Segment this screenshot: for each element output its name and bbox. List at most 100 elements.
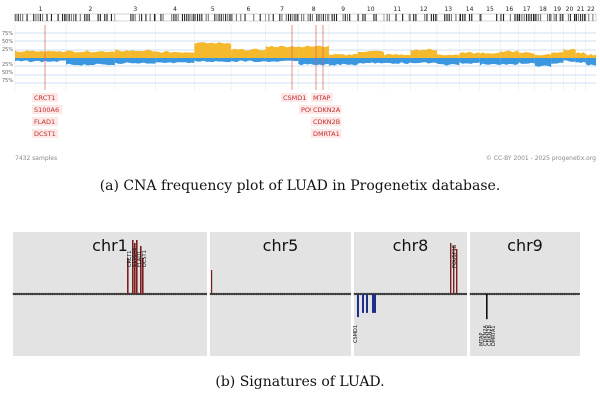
loss-area-chr6 [231, 58, 266, 63]
ideogram-band [309, 14, 311, 21]
ideogram-band [50, 14, 53, 21]
ideogram-band [311, 14, 313, 21]
gene-tag-dcst1: DCST1 [34, 130, 56, 138]
ideogram-band [171, 14, 173, 21]
ideogram-band [413, 14, 415, 21]
ideogram-band [26, 14, 28, 21]
ideogram-band [362, 14, 364, 21]
ideogram-band [459, 14, 461, 21]
ideogram-band [227, 14, 229, 21]
loss-area-chr3 [114, 58, 156, 64]
gain-area-chr21 [575, 52, 586, 58]
ideogram-band [573, 14, 576, 21]
chromosome-label-3: 3 [133, 6, 137, 13]
chr9-loss-bar [486, 294, 488, 320]
signatures-plot: chr1 chr5 chr8 chr9 CRCT1 S100A6 FLAD1 DCST1 PO… [12, 232, 580, 356]
ideogram-band [130, 14, 132, 21]
ideogram-band [322, 14, 324, 21]
ideogram-band [162, 14, 164, 21]
ideogram-band [523, 14, 525, 21]
gain-area-series [15, 42, 596, 58]
ideogram-band [145, 14, 147, 21]
ideogram-band [220, 14, 222, 21]
ideogram-band [190, 14, 192, 21]
ideogram-band [592, 14, 594, 21]
gene-tag-s100a6: S100A6 [34, 106, 59, 114]
chromosome-label-7: 7 [280, 6, 284, 13]
ideogram-band [546, 14, 549, 21]
ideogram-band [84, 14, 86, 21]
ideogram-band [402, 14, 404, 21]
ideogram-band [279, 14, 281, 21]
loss-area-chr16 [500, 58, 519, 66]
ideogram-band [225, 14, 227, 21]
gene-tag-cdkn2b: CDKN2B [313, 118, 340, 126]
gain-area-chr12 [410, 48, 437, 58]
signature-label-mtap: MTAP [479, 333, 485, 346]
ideogram-band [580, 14, 582, 21]
ideogram-band [68, 14, 70, 21]
ideogram-band [110, 14, 113, 21]
cna-frequency-plot: 1 2 3 4 5 6 7 8 9 10 11 12 13 14 15 16 17 18 19 20 21 22 75%5… [0, 0, 600, 170]
chr8-gain-bar [453, 246, 455, 294]
ideogram-band [521, 14, 523, 21]
ideogram-band [229, 14, 231, 21]
ideogram-band [134, 14, 136, 21]
signature-gene-labels: CRCT1 S100A6 FLAD1 DCST1 POU5F1B CSMD1 MTAPCDK… [127, 244, 497, 346]
ideogram-band [415, 14, 417, 21]
ideogram-band [88, 14, 90, 21]
ideogram-band [576, 14, 578, 21]
ideogram-band [553, 14, 555, 21]
gene-tag-bg [32, 105, 63, 114]
ideogram-band [192, 14, 194, 21]
ideogram-band [300, 14, 303, 21]
signature-label-dmrta1: DMRTA1 [491, 325, 497, 346]
ideogram-band [424, 14, 426, 21]
ideogram-band [559, 14, 561, 21]
ideogram-band [290, 14, 292, 21]
gain-area-chr6 [231, 48, 266, 58]
ideogram-band [281, 14, 283, 21]
percent-label: 75% [2, 78, 13, 84]
ideogram-band [218, 14, 220, 21]
ideogram-band [373, 14, 375, 21]
ideogram-band [450, 14, 453, 21]
percent-axis-labels: 75% 50% 25% 25% 50% 75% [2, 31, 13, 84]
ideogram-band [408, 14, 410, 21]
loss-area-chr4 [155, 58, 195, 64]
ideogram-band [268, 14, 270, 21]
ideogram-band [567, 14, 569, 21]
gain-area-chr22 [585, 53, 596, 58]
ideogram-band [346, 14, 349, 21]
ideogram-band [516, 14, 518, 21]
chromosome-label-8: 8 [312, 6, 316, 13]
chromosome-label-20: 20 [566, 6, 574, 13]
ideogram-band [375, 14, 377, 21]
ideogram-band [207, 14, 209, 21]
ideogram-band [253, 14, 255, 21]
ideogram-band [240, 14, 242, 21]
chr1-gain-bar [136, 240, 138, 294]
signature-label-flad1: FLAD1 [137, 251, 143, 267]
loss-area-chr21 [575, 58, 586, 64]
chromosome-label-13: 13 [444, 6, 452, 13]
ideogram-band [539, 14, 542, 21]
ideogram-band [79, 14, 81, 21]
ideogram-band [214, 14, 216, 21]
ideogram-band [175, 14, 177, 21]
chromosome-label-2: 2 [89, 6, 93, 13]
chromosome-label-4: 4 [173, 6, 177, 13]
ideogram-band [244, 14, 246, 21]
loss-area-chr7 [265, 58, 299, 63]
gene-tag-bg [32, 129, 58, 138]
ideogram-band [448, 14, 450, 21]
chr8-loss-bar [366, 294, 368, 313]
ideogram-band [578, 14, 580, 21]
ideogram-band [530, 14, 532, 21]
loss-area-chr11 [383, 58, 411, 64]
gain-area-chr19 [551, 52, 564, 58]
chromosome-label-6: 6 [247, 6, 251, 13]
gain-area-chr15 [479, 52, 501, 58]
ideogram-band [184, 14, 186, 21]
chromosome-ideogram [14, 13, 597, 22]
